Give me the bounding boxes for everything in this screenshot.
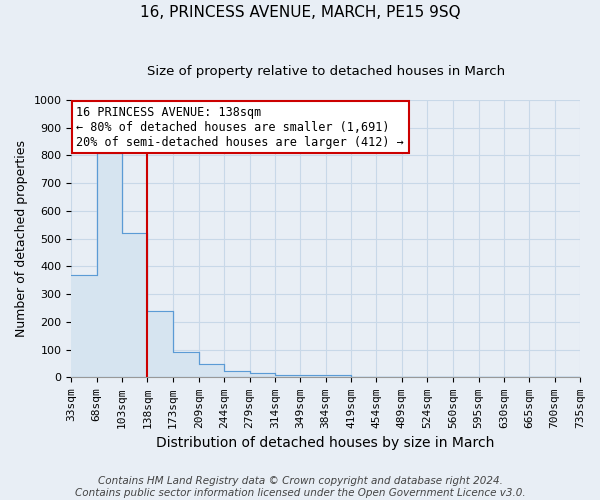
Text: 16 PRINCESS AVENUE: 138sqm
← 80% of detached houses are smaller (1,691)
20% of s: 16 PRINCESS AVENUE: 138sqm ← 80% of deta… — [76, 106, 404, 148]
X-axis label: Distribution of detached houses by size in March: Distribution of detached houses by size … — [157, 436, 495, 450]
Text: 16, PRINCESS AVENUE, MARCH, PE15 9SQ: 16, PRINCESS AVENUE, MARCH, PE15 9SQ — [140, 5, 460, 20]
Title: Size of property relative to detached houses in March: Size of property relative to detached ho… — [146, 65, 505, 78]
Text: Contains HM Land Registry data © Crown copyright and database right 2024.
Contai: Contains HM Land Registry data © Crown c… — [74, 476, 526, 498]
Y-axis label: Number of detached properties: Number of detached properties — [15, 140, 28, 337]
